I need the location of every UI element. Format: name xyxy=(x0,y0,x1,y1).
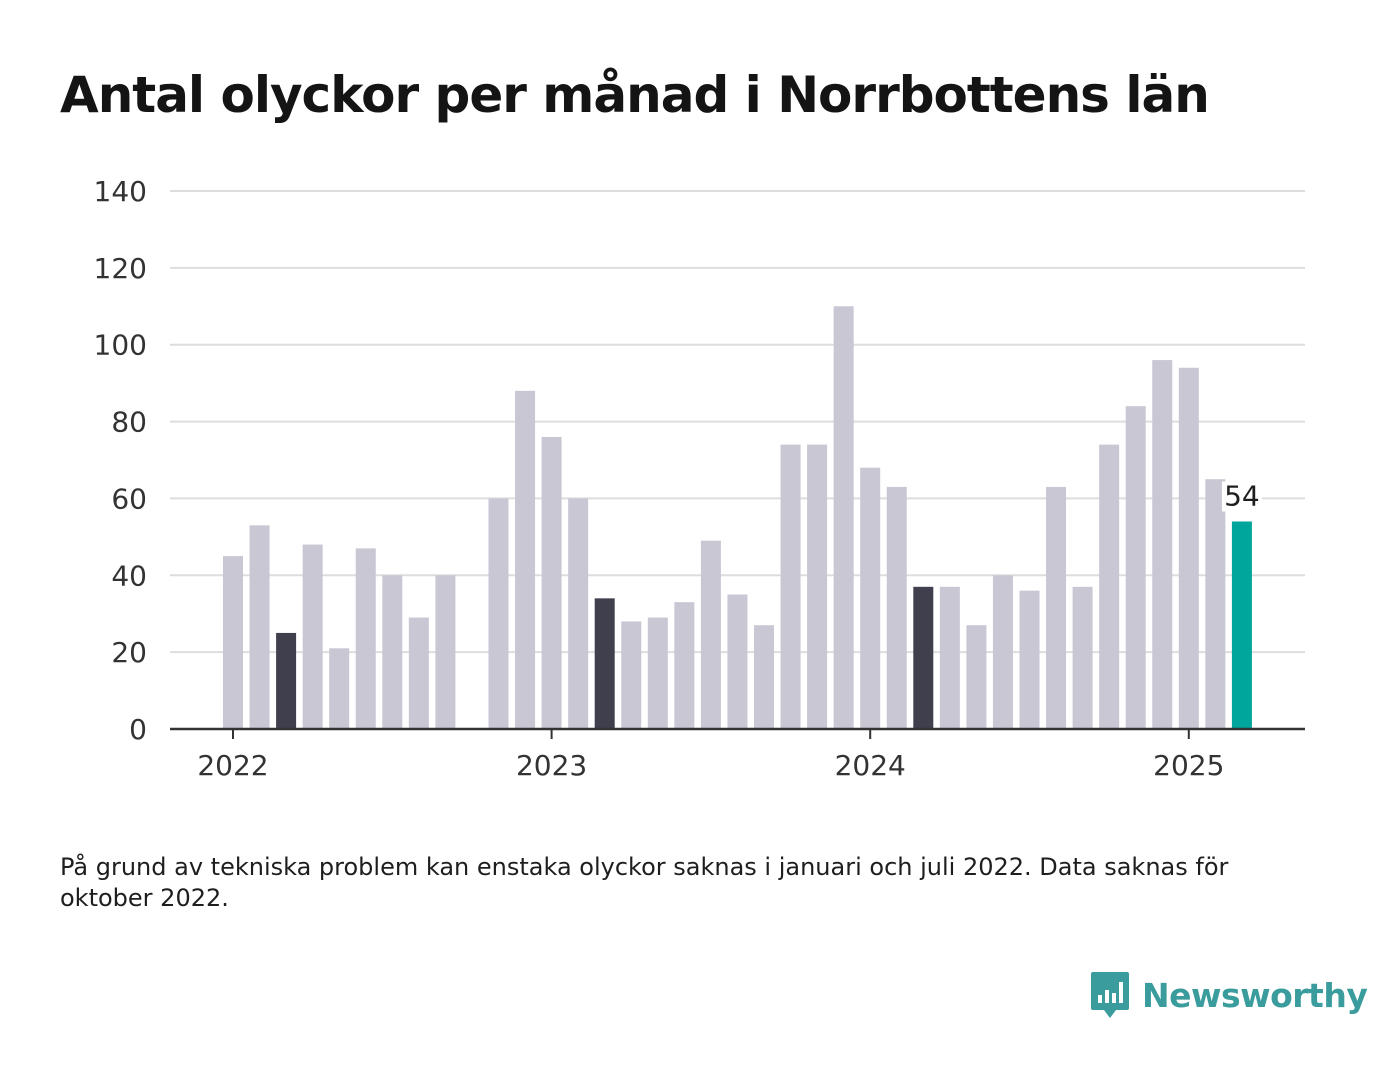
data-labels: 54 xyxy=(1221,479,1262,512)
bar-2025-01 xyxy=(1178,367,1199,729)
y-tick-label: 40 xyxy=(111,559,147,592)
x-axis-ticks: 2022 2023 2024 2025 xyxy=(197,729,1224,782)
bar-2025-02 xyxy=(1205,479,1226,729)
bar-2024-06 xyxy=(992,575,1013,729)
bar-2022-11 xyxy=(488,498,509,729)
bar-2023-09 xyxy=(754,625,774,729)
bars xyxy=(223,306,1252,729)
bar-2022-08 xyxy=(408,617,429,729)
bar-2024-03 xyxy=(913,586,934,729)
bar-2022-03 xyxy=(276,632,297,729)
bar-2024-05 xyxy=(966,625,987,729)
bar-2024-12 xyxy=(1152,360,1173,729)
bar-2023-04 xyxy=(621,621,642,729)
bar-2022-07 xyxy=(382,575,403,729)
x-tick-label: 2023 xyxy=(516,749,587,782)
bar-2024-02 xyxy=(886,486,907,729)
bar-chart: 0 20 40 60 80 100 120 140 2022 2023 2024 2025 54 xyxy=(94,175,1305,782)
bar-2023-06 xyxy=(674,602,695,729)
y-tick-label: 0 xyxy=(129,713,147,746)
bar-2023-10 xyxy=(780,444,801,729)
bar-2022-05 xyxy=(329,648,350,729)
data-label: 54 xyxy=(1224,479,1260,512)
y-tick-label: 20 xyxy=(111,636,147,669)
y-tick-label: 140 xyxy=(94,175,147,208)
chart-title: Antal olyckor per månad i Norrbottens lä… xyxy=(60,66,1210,124)
bar-2024-11 xyxy=(1125,406,1146,729)
bar-2023-01 xyxy=(541,436,562,729)
bar-2022-02 xyxy=(249,525,270,729)
y-tick-label: 120 xyxy=(94,252,147,285)
bar-2024-07 xyxy=(1019,590,1040,729)
bar-2023-08 xyxy=(727,594,748,729)
x-tick-label: 2022 xyxy=(197,749,268,782)
bar-2023-03 xyxy=(594,598,615,729)
bar-2023-12 xyxy=(833,306,854,729)
bar-2022-12 xyxy=(515,390,536,729)
data-label-background xyxy=(1221,481,1262,512)
y-tick-label: 80 xyxy=(111,406,147,439)
bar-2024-04 xyxy=(939,586,960,729)
bar-2024-01 xyxy=(860,467,881,729)
y-tick-label: 60 xyxy=(111,482,147,515)
bar-2022-06 xyxy=(355,548,376,729)
bar-2023-05 xyxy=(647,617,668,729)
bar-2023-02 xyxy=(568,498,589,729)
bar-2022-01 xyxy=(223,556,243,729)
footnote: På grund av tekniska problem kan enstaka… xyxy=(60,853,1229,912)
bar-2025-03 xyxy=(1231,521,1252,729)
bar-2022-04 xyxy=(302,544,323,729)
bar-2022-09 xyxy=(435,575,456,729)
y-tick-label: 100 xyxy=(94,329,147,362)
bar-2024-08 xyxy=(1046,486,1067,729)
bar-2023-11 xyxy=(807,444,828,729)
bar-2024-10 xyxy=(1099,444,1120,729)
x-tick-label: 2025 xyxy=(1153,749,1224,782)
bar-2024-09 xyxy=(1072,586,1093,729)
brand-name: Newsworthy xyxy=(1142,975,1368,1015)
bar-chart-speech-bubble-icon xyxy=(1091,972,1129,1018)
newsworthy-logo: Newsworthy xyxy=(1090,968,1368,1022)
bar-2023-07 xyxy=(700,540,721,729)
x-tick-label: 2024 xyxy=(835,749,906,782)
y-axis-ticks: 0 20 40 60 80 100 120 140 xyxy=(94,175,147,746)
